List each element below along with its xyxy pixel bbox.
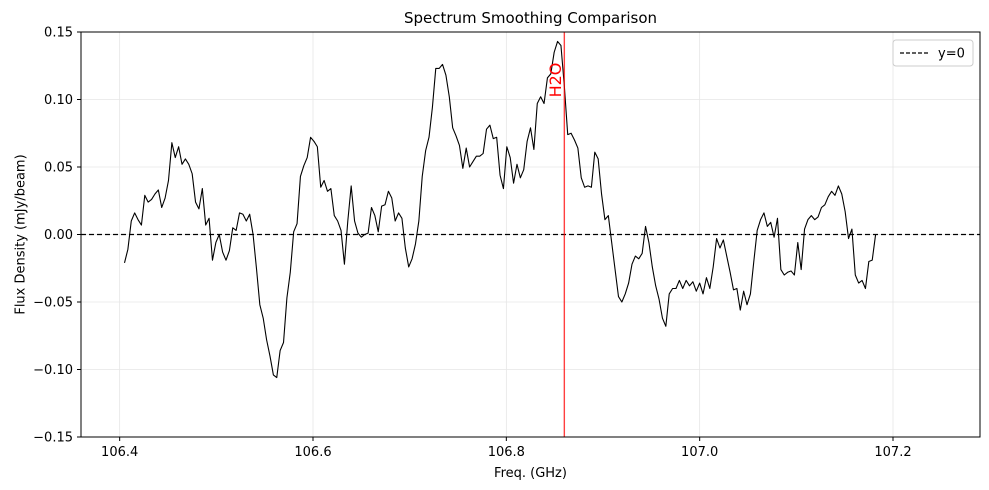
x-axis-label: Freq. (GHz) (494, 466, 567, 481)
x-axis-ticks: 106.4 106.6 106.8 107.0 107.2 (101, 437, 912, 460)
chart-title: Spectrum Smoothing Comparison (404, 9, 657, 27)
legend: y=0 (892, 39, 974, 67)
y-tick-label: 0.10 (44, 93, 73, 108)
x-tick-label: 106.6 (294, 445, 331, 460)
plot-frame (80, 31, 981, 438)
y-axis-ticks: −0.15 −0.10 −0.05 0.00 0.05 0.10 0.15 (33, 26, 81, 446)
legend-label-y0: y=0 (938, 47, 965, 62)
y-tick-label: −0.10 (33, 363, 73, 378)
y-tick-label: 0.15 (44, 26, 73, 41)
legend-box (892, 39, 974, 67)
spectrum-series-line (123, 40, 877, 379)
y-axis-label: Flux Density (mJy/beam) (14, 154, 29, 314)
plot-area (81, 32, 980, 437)
y-tick-label: 0.05 (44, 161, 73, 176)
y-tick-label: 0.00 (44, 228, 73, 243)
y-tick-label: −0.05 (33, 296, 73, 311)
h2o-line-label: H2O (546, 63, 565, 98)
y-tick-label: −0.15 (33, 431, 73, 446)
x-tick-label: 106.8 (488, 445, 525, 460)
x-tick-label: 106.4 (101, 445, 138, 460)
x-tick-label: 107.0 (681, 445, 718, 460)
x-tick-label: 107.2 (874, 445, 911, 460)
